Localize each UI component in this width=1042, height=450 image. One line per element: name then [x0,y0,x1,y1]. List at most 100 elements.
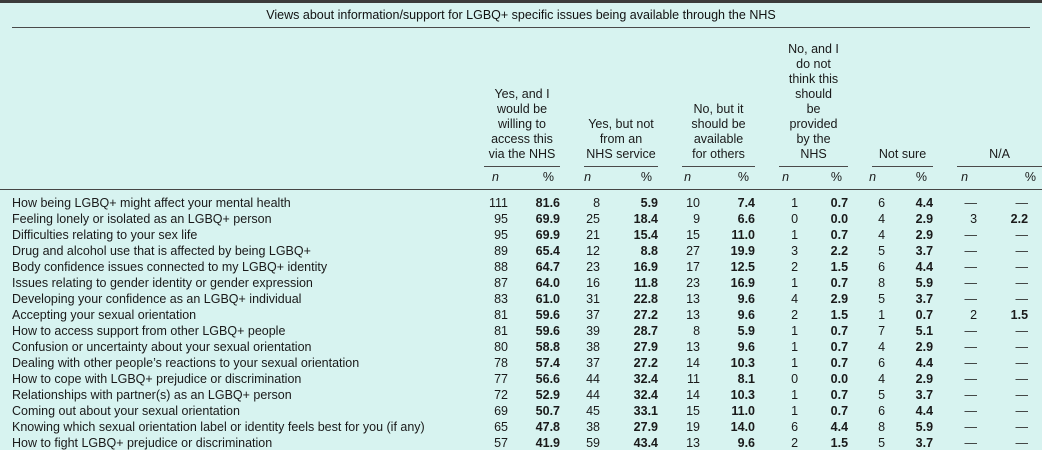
column-group-label: N/A [957,147,1042,167]
cell-percent: 0.7 [830,276,849,290]
row-label: How to access support from other LGBQ+ p… [12,324,286,338]
cell-n: 6 [878,404,886,418]
cell-percent: 10.3 [730,388,756,402]
cell-n: 4 [878,212,886,226]
cell-n: 9 [693,212,701,226]
cell-percent: 2.9 [915,228,934,242]
cell-percent: 0.7 [830,228,849,242]
cell-percent: 58.8 [535,340,561,354]
cell-percent: 4.4 [915,196,934,210]
cell-percent: 16.9 [730,276,756,290]
cell-percent: 0.7 [830,340,849,354]
cell-percent: 5.9 [737,324,756,338]
cell-n: 5 [878,292,886,306]
table-row: How being LGBQ+ might affect your mental… [0,190,1042,212]
cell-n: 11 [687,372,701,386]
survey-results-table: Yes, and I would be willing to access th… [0,28,1042,450]
cell-n: 14 [686,356,701,370]
cell-percent: 8.1 [737,372,756,386]
cell-percent: 15.4 [633,228,659,242]
cell-percent: 1.5 [830,308,849,322]
cell-percent: 27.2 [633,356,659,370]
cell-percent: — [1015,276,1029,290]
cell-percent: — [1015,260,1029,274]
cell-percent: 59.6 [535,324,561,338]
subheader-n: n [658,167,701,190]
cell-percent: 47.8 [535,420,561,434]
cell-n: 21 [586,228,601,242]
cell-n: — [964,404,978,418]
cell-percent: 69.9 [535,212,561,226]
cell-n: 5 [878,244,886,258]
table-body: How being LGBQ+ might affect your mental… [0,190,1042,450]
cell-percent: 43.4 [633,436,659,450]
cell-percent: 4.4 [915,404,934,418]
column-group-no-not-provided: No, and I do not think this should be pr… [755,28,849,167]
cell-percent: 11.8 [634,276,659,290]
cell-n: 8 [593,196,601,210]
cell-n: 111 [488,196,508,210]
cell-n: 10 [686,196,701,210]
table-row: Confusion or uncertainty about your sexu… [0,339,1042,355]
cell-percent: — [1015,196,1029,210]
cell-percent: 1.5 [830,260,849,274]
subheader-spacer [0,167,460,190]
cell-n: 6 [878,260,886,274]
subheader-n: n [460,167,508,190]
row-label: Feeling lonely or isolated as an LGBQ+ p… [12,212,272,226]
cell-n: 89 [494,244,508,258]
cell-percent: 5.9 [640,196,659,210]
table-row: Dealing with other people’s reactions to… [0,355,1042,371]
cell-percent: 69.9 [535,228,561,242]
table-row: Relationships with partner(s) as an LGBQ… [0,387,1042,403]
cell-percent: — [1015,292,1029,306]
cell-n: 5 [878,388,886,402]
cell-percent: 22.8 [633,292,659,306]
cell-n: 77 [494,372,508,386]
cell-percent: — [1015,324,1029,338]
table-row: Issues relating to gender identity or ge… [0,275,1042,291]
cell-percent: 9.6 [737,292,756,306]
row-label: How being LGBQ+ might affect your mental… [12,196,291,210]
cell-percent: 5.9 [915,276,934,290]
cell-n: — [964,196,978,210]
cell-percent: 18.4 [633,212,659,226]
cell-percent: 5.9 [915,420,934,434]
cell-percent: 0.7 [830,196,849,210]
cell-n: — [964,324,978,338]
cell-percent: — [1015,356,1029,370]
cell-percent: — [1015,228,1029,242]
cell-n: 23 [686,276,701,290]
cell-percent: 19.9 [730,244,756,258]
cell-n: — [964,228,978,242]
cell-percent: 3.7 [915,388,934,402]
cell-n: 1 [791,404,799,418]
cell-n: — [964,372,978,386]
column-group-label: Not sure [872,147,934,167]
cell-percent: — [1015,404,1029,418]
column-group-label: No, but it should be available for other… [682,102,756,167]
cell-n: 2 [970,308,978,322]
cell-n: — [964,340,978,354]
cell-percent: 64.7 [535,260,561,274]
cell-n: 7 [878,324,886,338]
cell-percent: 4.4 [830,420,849,434]
cell-percent: 0.7 [915,308,934,322]
cell-percent: 0.0 [830,212,849,226]
cell-n: 8 [693,324,701,338]
table-row: How to access support from other LGBQ+ p… [0,323,1042,339]
cell-percent: 50.7 [535,404,561,418]
cell-n: 87 [494,276,508,290]
subheader-percent: % [508,167,561,190]
cell-n: 65 [494,420,508,434]
column-group-not-sure: Not sure [848,28,934,167]
cell-percent: — [1015,420,1029,434]
table-row: Body confidence issues connected to my L… [0,259,1042,275]
cell-n: 1 [791,196,799,210]
cell-percent: 2.9 [915,372,934,386]
row-label: Coming out about your sexual orientation [12,404,240,418]
cell-n: 17 [686,260,701,274]
column-group-yes-nhs: Yes, and I would be willing to access th… [460,28,561,167]
column-group-na: N/A [933,28,1042,167]
